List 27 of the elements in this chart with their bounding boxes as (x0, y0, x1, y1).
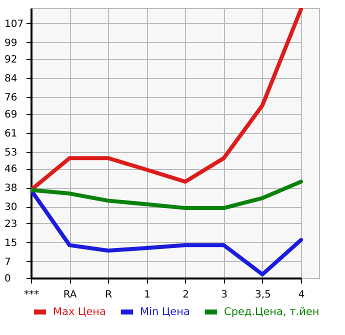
y-tick-label: 107 (4, 18, 24, 30)
y-tick-label: 92 (4, 54, 18, 66)
x-tick-label: RA (63, 290, 77, 300)
x-tick-label: 3,5 (254, 290, 271, 300)
legend-label: Min Цена (140, 306, 190, 318)
y-tick-label: 69 (4, 109, 18, 120)
y-tick-label: 0 (4, 274, 11, 284)
y-tick-label: 30 (4, 202, 18, 214)
y-tick-label: 46 (4, 164, 18, 176)
line-series (31, 180, 303, 210)
x-tick-label: 3 (221, 290, 228, 300)
y-tick-label: 23 (4, 218, 18, 230)
y-tick-label: 84 (4, 74, 18, 85)
y-tick-label: 61 (4, 128, 18, 140)
y-tick-label: 53 (4, 147, 18, 158)
x-tick-label: 1 (144, 290, 150, 300)
x-tick-label: 4 (298, 290, 305, 300)
y-tick-label: 15 (4, 238, 18, 249)
y-tick-label: 7 (4, 256, 11, 268)
x-tick-label: R (105, 290, 112, 300)
legend-label: Сред.Цена, т.йен (224, 306, 320, 318)
legend-label: Max Цена (53, 306, 106, 318)
y-tick-label: 76 (4, 92, 18, 104)
x-tick-label: *** (24, 290, 39, 300)
y-tick-label: 38 (4, 183, 18, 194)
y-tick-label: 99 (4, 38, 18, 49)
x-tick-label: 2 (182, 290, 189, 300)
